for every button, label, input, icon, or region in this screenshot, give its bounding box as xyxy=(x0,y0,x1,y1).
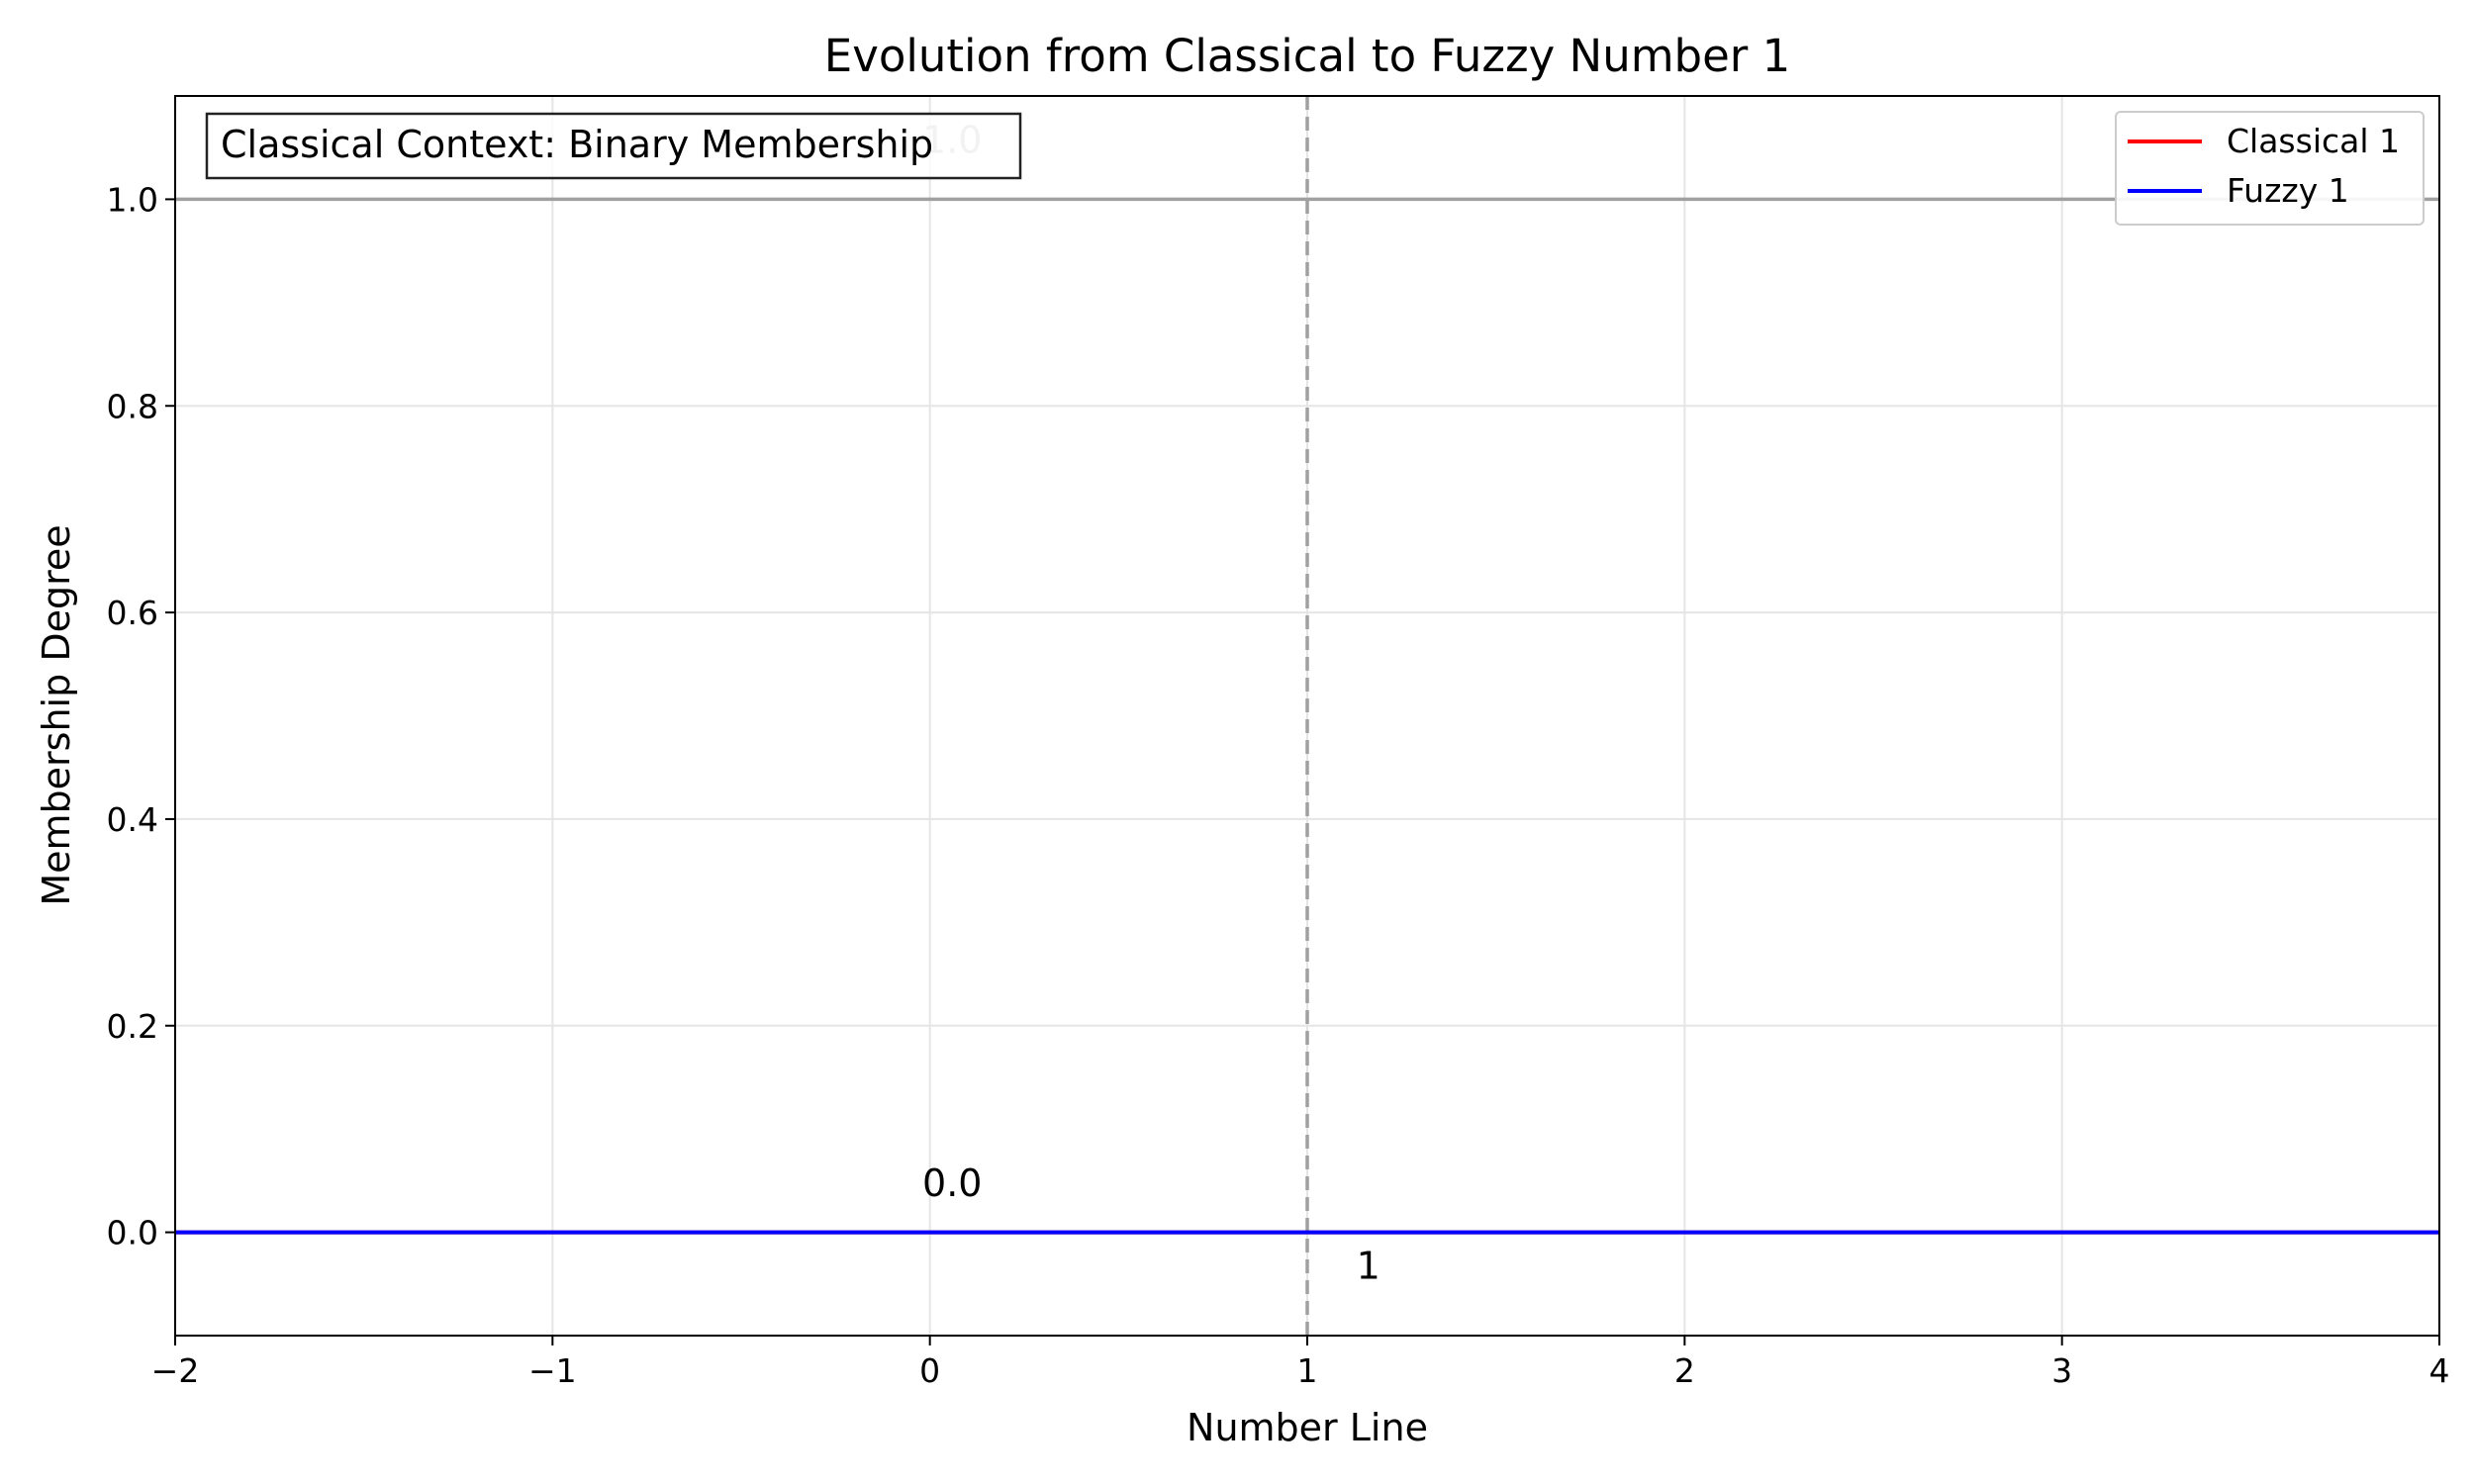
context-box-frame xyxy=(205,112,1022,180)
x-axis-ticks: −2 −1 0 1 2 3 4 xyxy=(151,1336,2450,1390)
x-tick-label: 3 xyxy=(2051,1351,2072,1390)
y-tick-label: 0.4 xyxy=(107,800,158,839)
y-axis-label: Membership Degree xyxy=(35,524,78,905)
x-tick-label: 2 xyxy=(1674,1351,1695,1390)
y-tick-label: 0.6 xyxy=(107,594,158,632)
annotation-label: 1 xyxy=(1357,1245,1380,1288)
x-tick-label: 0 xyxy=(919,1351,940,1390)
y-tick-label: 0.8 xyxy=(107,387,158,425)
x-axis-label: Number Line xyxy=(1187,1406,1428,1449)
y-axis-ticks: 0.0 0.2 0.4 0.6 0.8 1.0 xyxy=(107,180,175,1252)
legend: Classical 1 Fuzzy 1 xyxy=(2115,111,2425,226)
annotation-label: 0.0 xyxy=(922,1161,982,1205)
y-tick-label: 1.0 xyxy=(107,180,158,219)
chart-title: Evolution from Classical to Fuzzy Number… xyxy=(824,30,1790,82)
legend-label: Classical 1 xyxy=(2227,122,2400,160)
x-tick-label: −2 xyxy=(151,1351,200,1390)
legend-label: Fuzzy 1 xyxy=(2227,171,2349,210)
reference-lines xyxy=(175,96,2439,1336)
x-tick-label: −1 xyxy=(528,1351,577,1390)
y-tick-label: 0.2 xyxy=(107,1007,158,1046)
context-box: Classical Context: Binary Membership xyxy=(205,112,1022,180)
x-tick-label: 4 xyxy=(2429,1351,2450,1390)
context-box-text: Classical Context: Binary Membership xyxy=(221,123,933,166)
y-tick-label: 0.0 xyxy=(107,1214,158,1252)
x-tick-label: 1 xyxy=(1297,1351,1318,1390)
